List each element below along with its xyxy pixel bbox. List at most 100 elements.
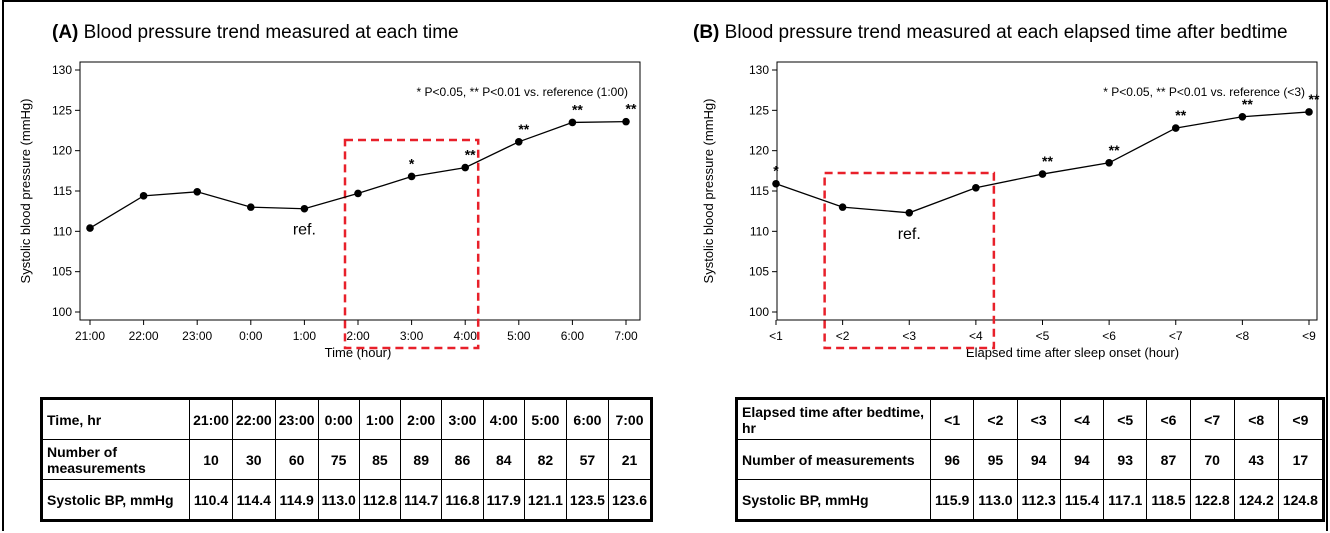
bp-row-label: Systolic BP, mmHg <box>40 479 191 521</box>
table-cell: 112.3 <box>1016 479 1061 521</box>
table-cell: 117.9 <box>482 479 525 521</box>
table-cell: 87 <box>1146 439 1191 480</box>
header-row-label: Elapsed time after bedtime, hr <box>736 398 931 440</box>
table-cell: 22:00 <box>231 398 276 440</box>
highlight-box <box>823 171 996 350</box>
table-row: Elapsed time after bedtime, hr <1 <2 <3 <4 <5… <box>736 398 1325 440</box>
highlight-box <box>343 138 480 350</box>
table-cell: 115.4 <box>1059 479 1105 521</box>
data-point <box>772 179 780 188</box>
count-row-label: Number of measurements <box>40 439 191 480</box>
significance-label: ** <box>572 101 583 117</box>
table-b: Elapsed time after bedtime, hr <1 <2 <3 <4 <5… <box>735 397 1325 522</box>
x-tick-label: <6 <box>1102 329 1116 343</box>
panel-a-letter: (A) <box>52 22 79 43</box>
y-axis-label: Systolic blood pressure (mmHg) <box>701 99 716 284</box>
data-point <box>139 192 148 200</box>
data-point <box>247 203 255 211</box>
data-point <box>972 183 980 192</box>
data-point <box>193 188 201 196</box>
data-point <box>407 172 416 181</box>
significance-label: * <box>773 163 779 179</box>
y-tick-label: 130 <box>749 63 769 77</box>
header-row-label: Time, hr <box>40 398 191 440</box>
table-cell: 112.8 <box>358 479 402 521</box>
table-cell: <3 <box>1016 398 1061 440</box>
significance-label: ** <box>1242 96 1253 112</box>
data-point <box>1305 108 1313 116</box>
table-cell: 2:00 <box>400 398 443 440</box>
table-cell: 122.8 <box>1189 479 1235 521</box>
data-point <box>300 204 309 213</box>
y-tick-label: 105 <box>52 265 72 279</box>
table-cell: 86 <box>441 439 484 480</box>
significance-label: ** <box>1175 107 1186 123</box>
table-cell: 75 <box>317 439 360 480</box>
table-cell: 17 <box>1277 439 1325 480</box>
x-axis-label: Elapsed time after sleep onset (hour) <box>966 345 1179 360</box>
x-tick-label: 23:00 <box>182 329 212 343</box>
table-cell: 114.4 <box>231 479 276 521</box>
y-tick-label: 120 <box>749 144 769 158</box>
data-point <box>1238 112 1247 121</box>
table-row: Number of measurements 10 30 60 75 85 89 86 84 82… <box>40 439 653 480</box>
table-row: Systolic BP, mmHg 115.9 113.0 112.3 115.4 117… <box>736 479 1325 521</box>
y-tick-label: 105 <box>749 265 769 279</box>
table-cell: <1 <box>929 398 975 440</box>
table-cell: 113.0 <box>317 479 360 521</box>
table-cell: 84 <box>482 439 525 480</box>
significance-label: ** <box>465 147 476 163</box>
table-cell: 123.5 <box>565 479 609 521</box>
table-cell: 10 <box>189 439 233 480</box>
x-tick-label: 7:00 <box>614 329 638 343</box>
y-tick-label: 125 <box>52 103 72 117</box>
table-cell: 121.1 <box>523 479 567 521</box>
table-cell: 30 <box>231 439 276 480</box>
y-tick-label: 110 <box>53 224 72 238</box>
data-point <box>1105 158 1113 167</box>
significance-label: ** <box>626 101 637 117</box>
significance-label: ** <box>1109 142 1120 158</box>
table-cell: 1:00 <box>358 398 402 440</box>
table-cell: 5:00 <box>523 398 567 440</box>
y-tick-label: 100 <box>749 305 769 319</box>
table-cell: 82 <box>523 439 567 480</box>
y-axis-label: Systolic blood pressure (mmHg) <box>18 99 33 284</box>
x-tick-label: <1 <box>769 329 783 343</box>
table-cell: 43 <box>1233 439 1279 480</box>
y-tick-label: 130 <box>52 63 72 77</box>
series-line <box>89 120 627 229</box>
table-row: Systolic BP, mmHg 110.4 114.4 114.9 113.0 112… <box>40 479 653 521</box>
table-cell: 85 <box>358 439 402 480</box>
table-cell: 96 <box>929 439 975 480</box>
table-cell: <8 <box>1233 398 1279 440</box>
data-point <box>461 163 470 172</box>
table-cell: 110.4 <box>189 479 233 521</box>
significance-label: ** <box>1309 91 1320 107</box>
table-cell: 3:00 <box>441 398 484 440</box>
significance-label: * <box>409 155 415 171</box>
table-cell: 89 <box>400 439 443 480</box>
plot-area <box>776 61 1318 321</box>
significance-label: ** <box>1042 153 1053 169</box>
table-cell: 21:00 <box>189 398 233 440</box>
x-tick-label: <5 <box>1036 329 1050 343</box>
count-row-label: Number of measurements <box>736 439 931 480</box>
x-tick-label: <7 <box>1169 329 1183 343</box>
y-tick-label: 125 <box>749 103 769 117</box>
table-cell: <5 <box>1103 398 1148 440</box>
table-cell: 94 <box>1016 439 1061 480</box>
y-tick-label: 115 <box>53 184 72 198</box>
table-cell: 114.7 <box>400 479 443 521</box>
data-point <box>1038 170 1047 178</box>
panel-b-letter: (B) <box>693 22 720 43</box>
significance-label: ** <box>518 121 529 137</box>
chart-a: 100 105 110 115 120 125 130 21:00 22:00 23:00 0:00… <box>18 61 641 360</box>
table-row: Time, hr 21:00 22:00 23:00 0:00 1:00 2:00 3:00 4… <box>40 398 653 440</box>
panel-a-title-text: Blood pressure trend measured at each ti… <box>83 22 459 43</box>
x-tick-label: 21:00 <box>75 329 105 343</box>
panel-a-title: (A) Blood pressure trend measured at eac… <box>52 22 459 44</box>
y-tick-label: 110 <box>750 224 769 238</box>
data-point <box>1171 124 1180 132</box>
